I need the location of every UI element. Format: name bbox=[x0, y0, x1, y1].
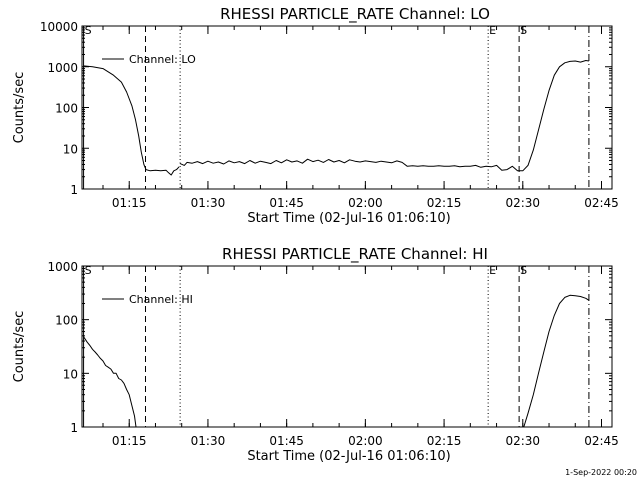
marker-label: S bbox=[85, 264, 92, 277]
y-tick-label: 1 bbox=[70, 421, 78, 435]
x-tick-label: 01:30 bbox=[191, 434, 226, 448]
x-tick-label: 02:15 bbox=[427, 434, 462, 448]
chart-title: RHESSI PARTICLE_RATE Channel: HI bbox=[222, 245, 488, 264]
series-line bbox=[523, 294, 590, 428]
series-line bbox=[83, 65, 180, 176]
series-line bbox=[179, 60, 589, 172]
y-tick-label: 1000 bbox=[47, 260, 78, 274]
marker-label: S bbox=[520, 24, 527, 37]
plot-frame bbox=[81, 25, 613, 190]
x-axis-label: Start Time (02-Jul-16 01:06:10) bbox=[247, 449, 450, 464]
y-tick-label: 100 bbox=[55, 102, 78, 116]
marker-label: E bbox=[489, 264, 496, 277]
x-tick-label: 01:45 bbox=[269, 434, 304, 448]
series-line bbox=[83, 336, 137, 428]
x-tick-label: 02:00 bbox=[348, 196, 383, 210]
x-axis-label: Start Time (02-Jul-16 01:06:10) bbox=[247, 211, 450, 226]
x-tick-label: 01:45 bbox=[269, 196, 304, 210]
y-tick-label: 10000 bbox=[40, 20, 78, 34]
x-tick-label: 02:45 bbox=[584, 434, 619, 448]
marker-label: S bbox=[520, 264, 527, 277]
x-tick-label: 02:00 bbox=[348, 434, 383, 448]
x-tick-label: 02:15 bbox=[427, 196, 462, 210]
date-stamp: 1-Sep-2022 00:20 bbox=[565, 468, 637, 477]
marker-label: E bbox=[489, 24, 496, 37]
x-tick-label: 02:30 bbox=[505, 434, 540, 448]
y-axis-label: Counts/sec bbox=[12, 311, 27, 383]
y-tick-label: 10 bbox=[63, 142, 78, 156]
chart-panel-lo: RHESSI PARTICLE_RATE Channel: LO 1 10 100 10… bbox=[12, 5, 619, 226]
legend-label: Channel: LO bbox=[129, 53, 196, 66]
y-tick-label: 1 bbox=[70, 183, 78, 197]
y-tick-label: 100 bbox=[55, 314, 78, 328]
x-tick-label: 02:30 bbox=[505, 196, 540, 210]
y-tick-label: 1000 bbox=[47, 61, 78, 75]
y-tick-label: 10 bbox=[63, 367, 78, 381]
x-tick-label: 01:15 bbox=[112, 434, 147, 448]
x-tick-label: 02:45 bbox=[584, 196, 619, 210]
legend-label: Channel: HI bbox=[129, 293, 193, 306]
chart-panel-hi: RHESSI PARTICLE_RATE Channel: HI 1 10 100 10… bbox=[12, 245, 619, 464]
y-axis-label: Counts/sec bbox=[12, 72, 27, 144]
marker-label: S bbox=[85, 24, 92, 37]
x-tick-label: 01:30 bbox=[191, 196, 226, 210]
plot-frame bbox=[81, 265, 613, 428]
x-tick-label: 01:15 bbox=[112, 196, 147, 210]
chart-title: RHESSI PARTICLE_RATE Channel: LO bbox=[220, 5, 490, 24]
